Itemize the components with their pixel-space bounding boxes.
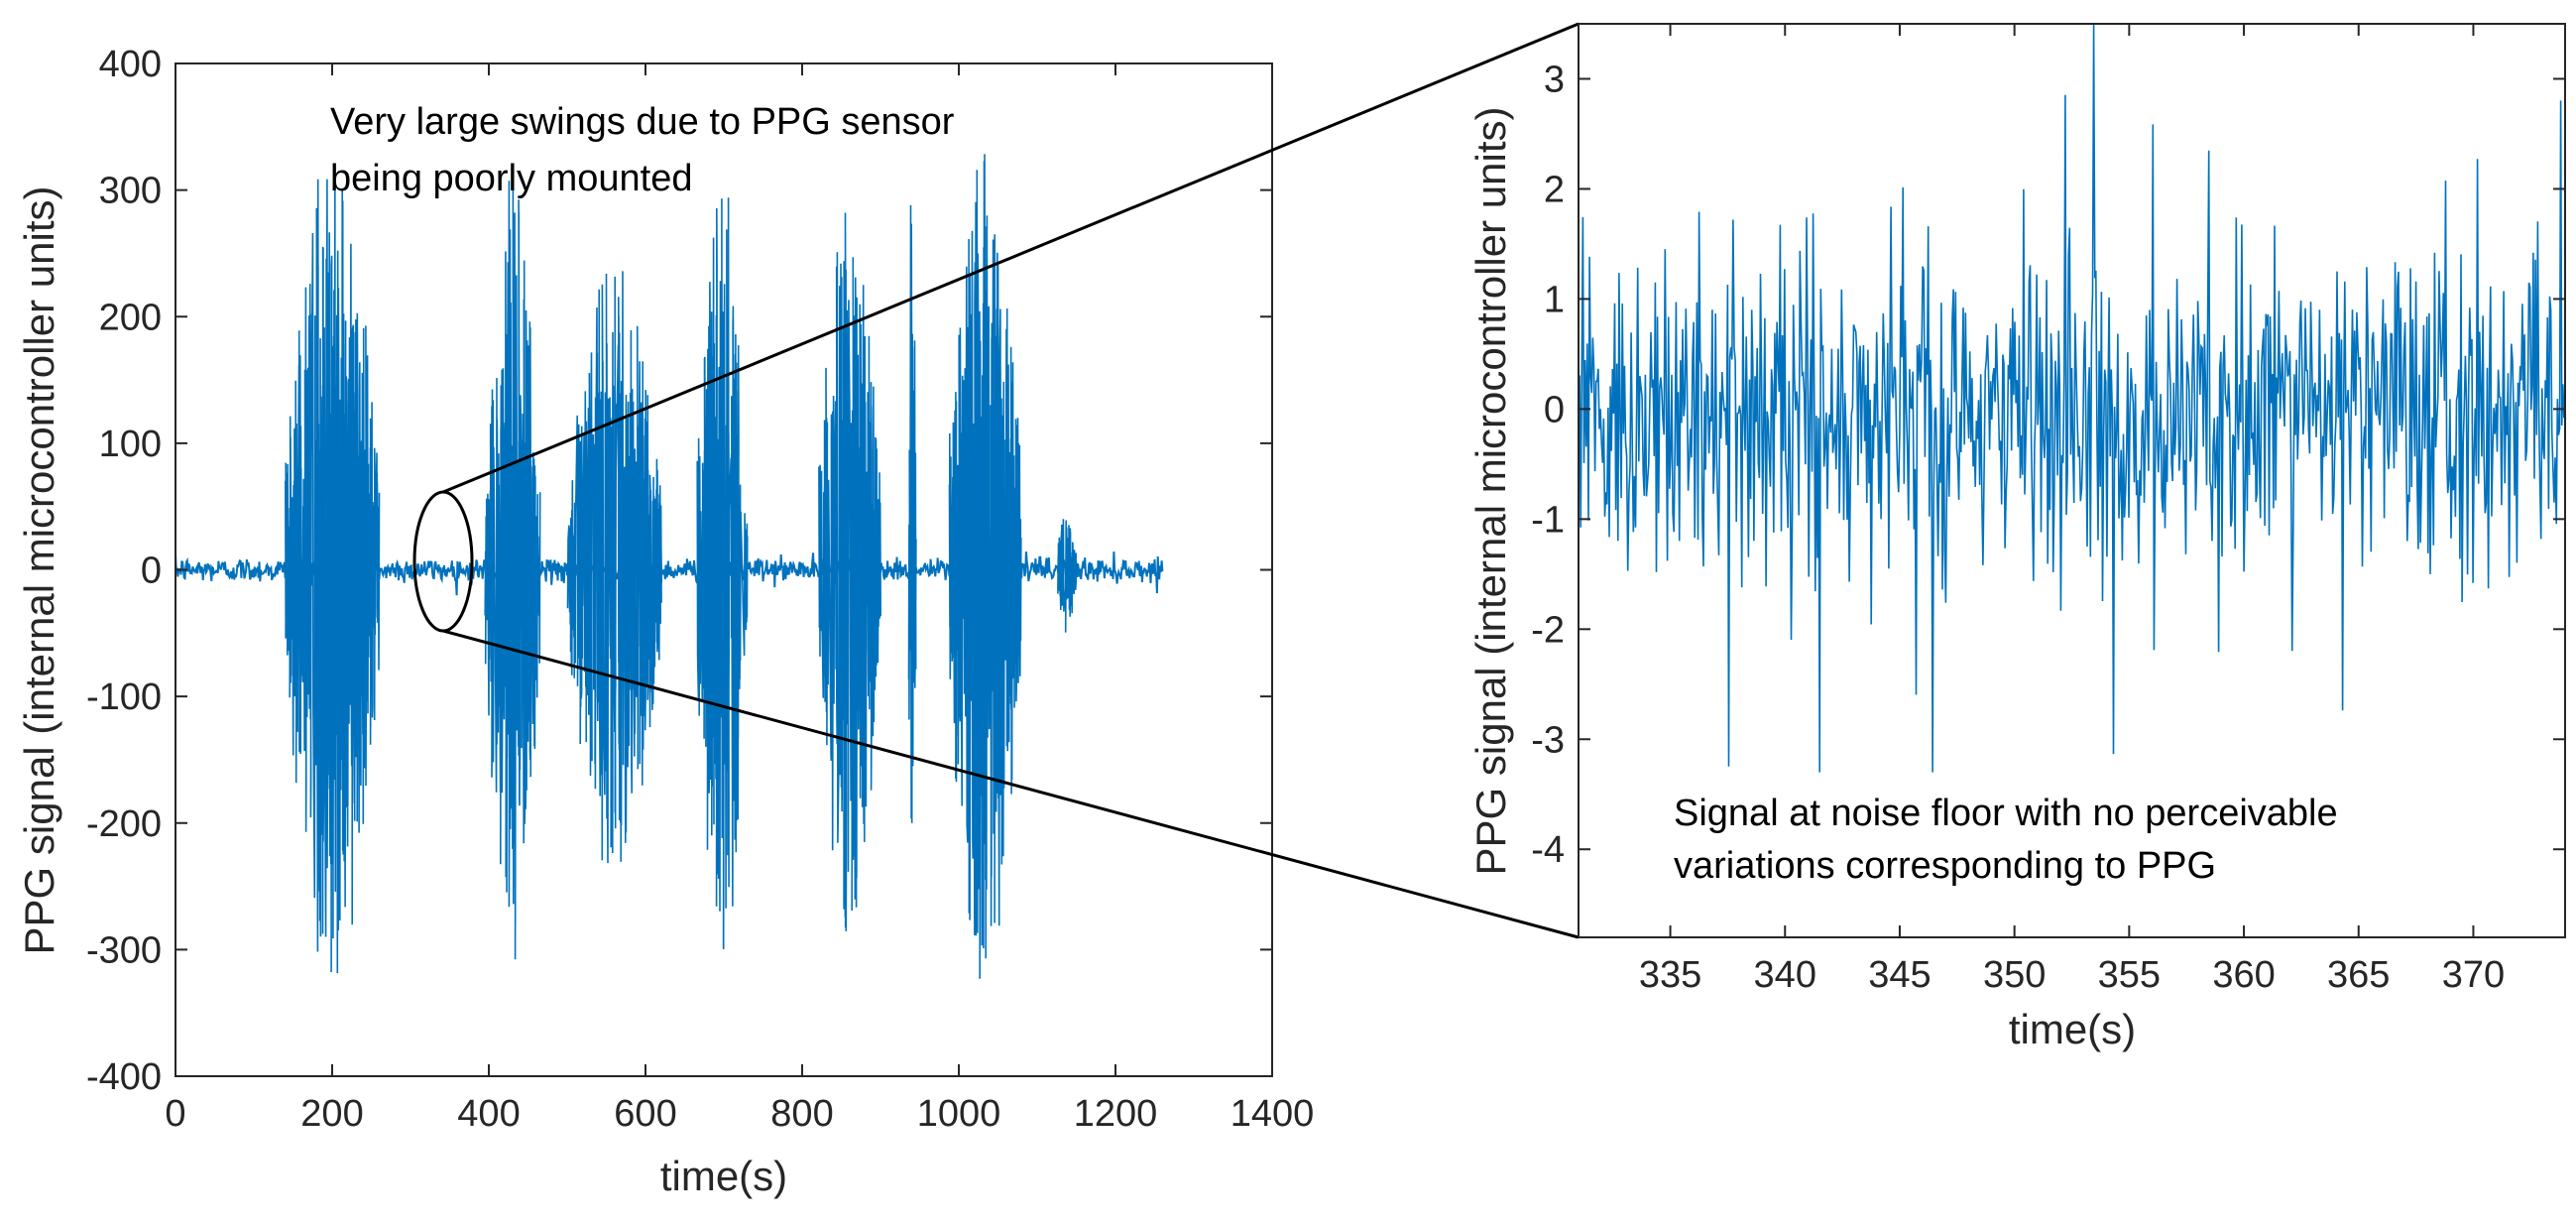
zoom-signal-trace	[1578, 23, 2566, 773]
zoom-x-tick-label: 365	[2327, 954, 2390, 996]
overview-x-tick-label: 1000	[917, 1093, 1001, 1135]
overview-y-tick-label: 100	[99, 424, 162, 465]
zoom-x-tick-label: 340	[1754, 954, 1816, 996]
overview-y-tick-label: 0	[141, 551, 162, 592]
overview-y-tick-label: 400	[99, 44, 162, 85]
zoom-x-tick-label: 360	[2212, 954, 2275, 996]
overview-burst-5	[818, 212, 882, 931]
overview-burst-3	[566, 271, 663, 864]
overview-annotation-line-1: Very large swings due to PPG sensor	[330, 101, 955, 143]
zoom-y-tick-label: -2	[1531, 609, 1565, 651]
overview-chart: 0 200 400 600 800 1000 1200 1400 -400-300-200-1…	[16, 44, 1314, 1199]
zoom-x-tick-label: 335	[1639, 954, 1701, 996]
overview-signal-trace	[175, 154, 1164, 979]
zoom-y-tick-label: -3	[1531, 719, 1565, 761]
overview-y-tick-label: -100	[86, 676, 162, 718]
overview-x-tick-label: 400	[457, 1093, 520, 1135]
zoom-annotation-line-1: Signal at noise floor with no perceivabl…	[1674, 793, 2338, 834]
zoom-y-axis-label: PPG signal (internal microcontroller uni…	[1467, 107, 1514, 876]
overview-y-axis: -400 -300 -200 -100 0 100 200 300 400	[86, 44, 1272, 1098]
zoom-y-tick-label: -1	[1531, 499, 1565, 541]
overview-x-tick-label: 1400	[1230, 1093, 1315, 1135]
overview-burst-1	[284, 170, 381, 974]
zoom-x-tick-label: 345	[1868, 954, 1931, 996]
overview-y-tick-label: -400	[86, 1056, 162, 1098]
zoom-x-axis-label: time(s)	[2009, 1006, 2136, 1052]
zoom-annotation-line-2: variations corresponding to PPG	[1674, 845, 2216, 887]
overview-x-tick-label: 1200	[1074, 1093, 1158, 1135]
zoom-signal-line	[1578, 23, 2566, 773]
zoom-y-tick-label: 0	[1544, 389, 1565, 430]
overview-burst-7	[948, 154, 1022, 979]
overview-y-tick-label: -300	[86, 929, 162, 971]
overview-y-tick-label: -200	[86, 803, 162, 845]
zoom-y-axis: -4 -3 -2 -1 0 1 2 3	[1531, 59, 2565, 871]
zoom-y-tick-label: 1	[1544, 279, 1565, 320]
zoom-connector-bottom	[442, 629, 1580, 939]
zoom-plot-frame	[1578, 23, 2566, 938]
zoom-chart: 335 340 345 350 355 360 365 370 -4 -3 -2 -1 0 1 2 3 ti…	[1467, 23, 2566, 1052]
overview-x-axis-label: time(s)	[660, 1153, 787, 1199]
zoom-connector-top	[442, 22, 1580, 494]
overview-y-tick-label: 200	[99, 297, 162, 338]
zoom-x-tick-label: 350	[1983, 954, 2046, 996]
overview-burst-8	[1057, 519, 1078, 633]
overview-x-tick-label: 600	[614, 1093, 676, 1135]
overview-y-tick-label: 300	[99, 171, 162, 212]
zoom-y-tick-label: -4	[1531, 829, 1565, 871]
zoom-x-tick-label: 355	[2098, 954, 2161, 996]
overview-burst-2	[484, 181, 541, 960]
zoom-y-tick-label: 2	[1544, 169, 1565, 210]
zoom-y-tick-label: 3	[1544, 59, 1565, 100]
overview-annotation-line-2: being poorly mounted	[330, 158, 692, 199]
overview-burst-6	[907, 204, 917, 823]
overview-x-tick-label: 800	[770, 1093, 833, 1135]
overview-y-axis-label: PPG signal (internal microcontroller uni…	[16, 186, 62, 955]
zoom-x-tick-label: 370	[2442, 954, 2505, 996]
zoom-x-axis: 335 340 345 350 355 360 365 370	[1639, 24, 2505, 996]
overview-burst-4	[696, 197, 749, 950]
overview-x-tick-label: 200	[300, 1093, 363, 1135]
overview-x-tick-label: 0	[165, 1093, 185, 1135]
overview-x-axis: 0 200 400 600 800 1000 1200 1400	[165, 63, 1314, 1135]
